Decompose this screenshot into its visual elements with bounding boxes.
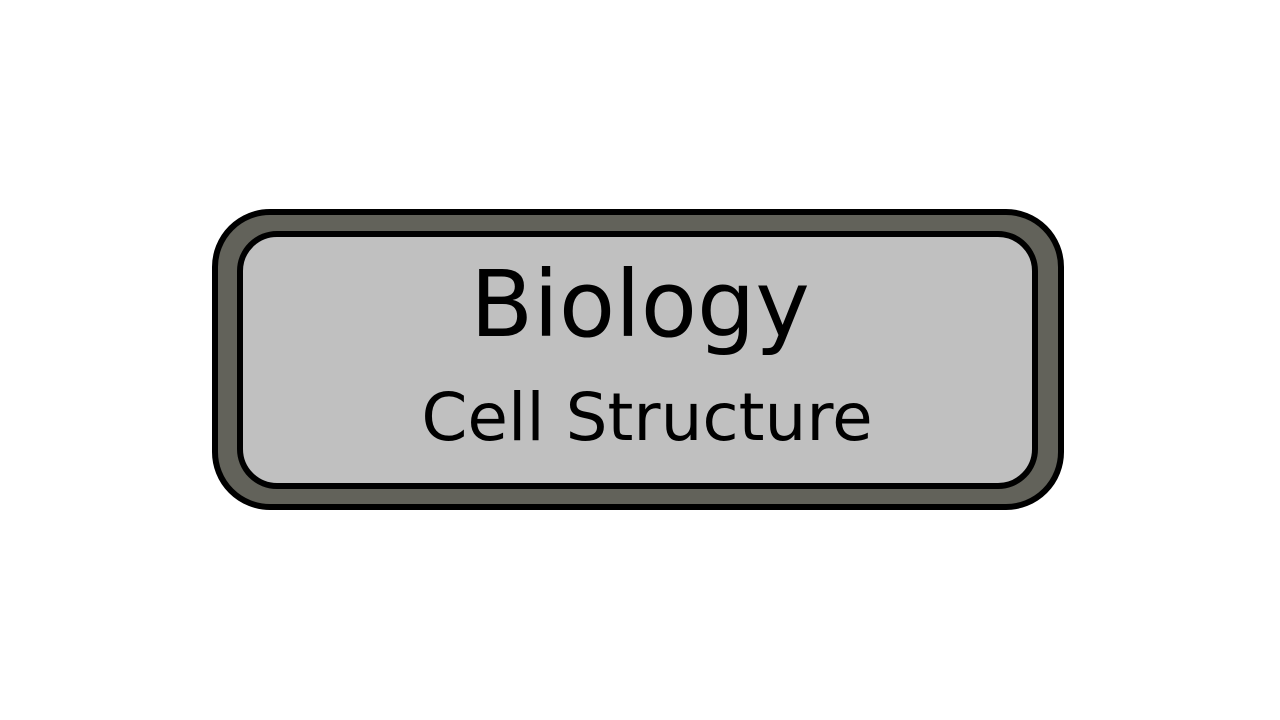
label-title: Biology xyxy=(470,251,810,358)
label-inner-panel xyxy=(237,231,1038,489)
label-subtitle: Cell Structure xyxy=(421,379,873,456)
